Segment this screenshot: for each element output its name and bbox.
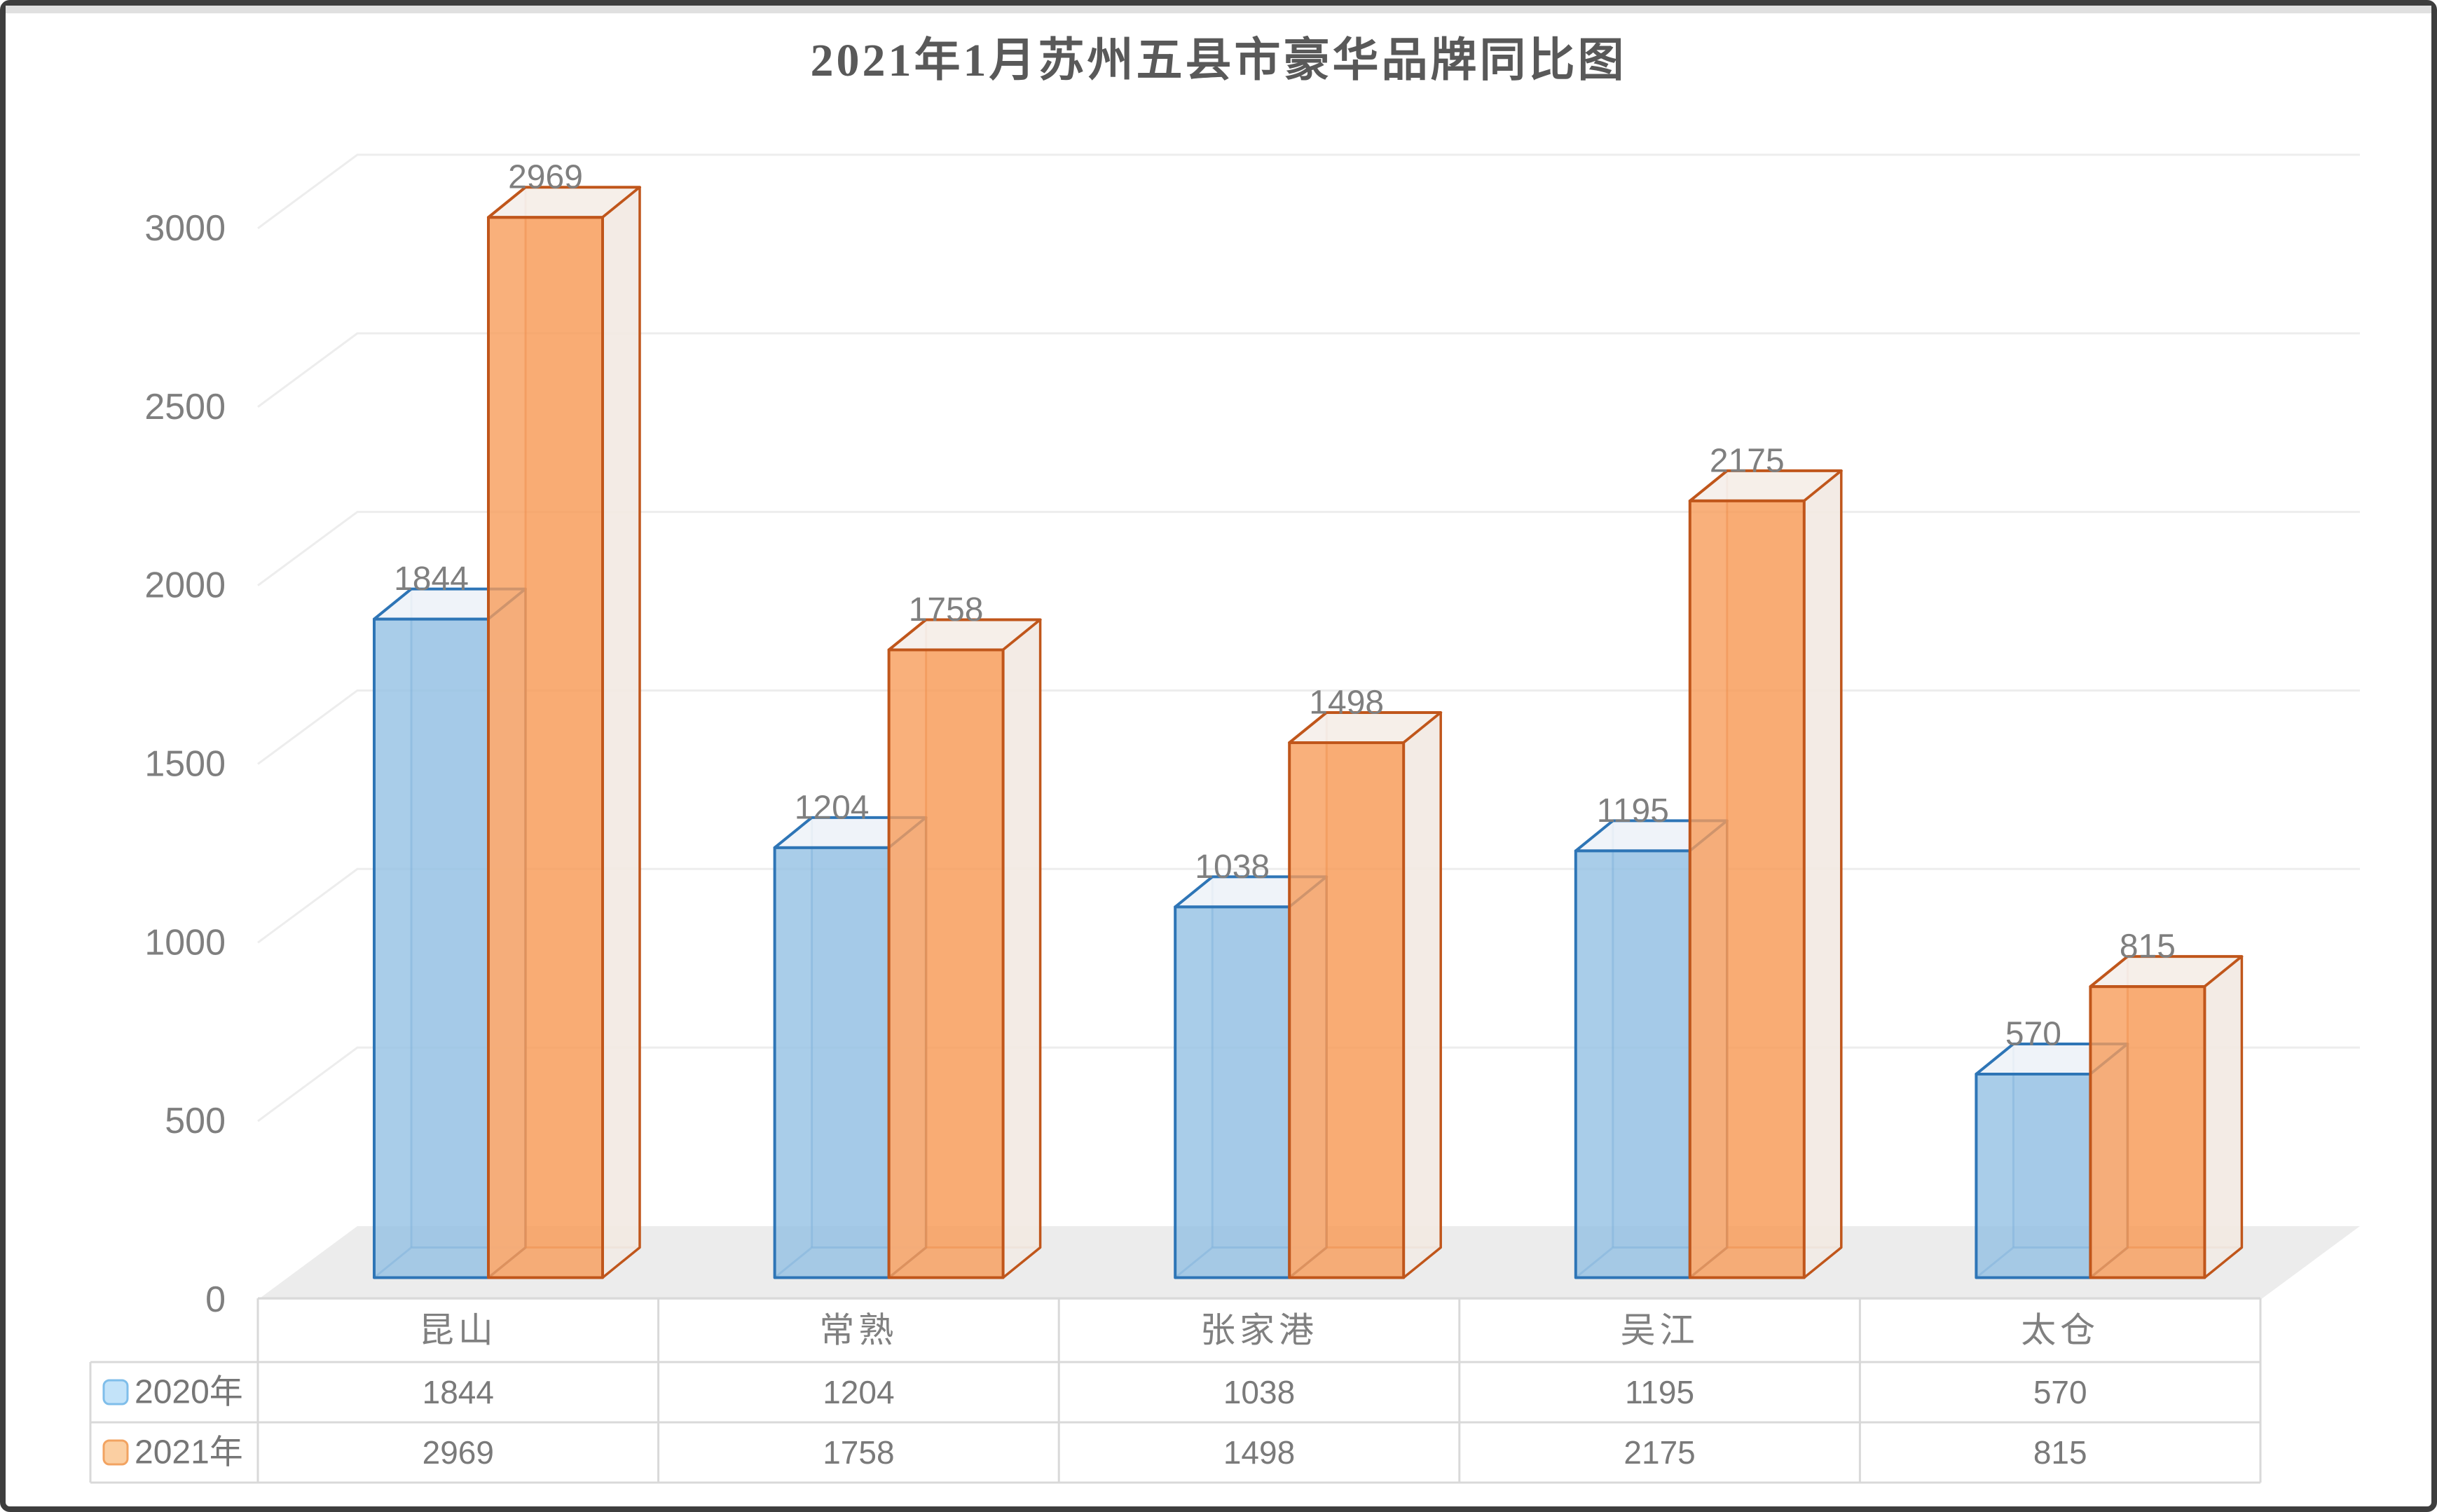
value-labels: 1844 2969 1204 1758 1038 1498 1195 2175 570 815 [394, 159, 2176, 1053]
bar-2021年-吴江[interactable] [1688, 469, 1843, 1279]
table-cell-2020年-常熟: 1204 [823, 1374, 894, 1410]
series-name-2020年: 2020年 [135, 1374, 243, 1411]
table-row-2020年: 2020年 1844 1204 1038 1195 570 [102, 1374, 2087, 1411]
bar-side-face [1001, 618, 1042, 1279]
bar-front-face [487, 216, 604, 1279]
bar-side-face [1803, 469, 1843, 1279]
table-row-2021年: 2021年 2969 1758 1498 2175 815 [102, 1434, 2087, 1471]
value-label-2020年-张家港: 1038 [1195, 848, 1270, 886]
table-cell-2020年-太仓: 570 [2033, 1374, 2087, 1410]
bar-2021年-张家港[interactable] [1288, 710, 1443, 1279]
window-top-edge [6, 6, 2431, 13]
table-cell-2021年-太仓: 815 [2033, 1434, 2087, 1471]
y-axis-tick-labels: 0 500 1000 1500 2000 2500 3000 [144, 208, 226, 1320]
data-table [89, 1297, 2262, 1484]
bar-front-face [1288, 741, 1406, 1279]
bar-front-face [1174, 905, 1291, 1279]
y-tick-500: 500 [165, 1101, 226, 1141]
category-header-row: 昆山 常熟 张家港 吴江 太仓 [419, 1311, 2099, 1350]
table-cell-2021年-常熟: 1758 [823, 1434, 894, 1471]
value-label-2021年-太仓: 815 [2120, 928, 2176, 965]
category-label-太仓: 太仓 [2021, 1311, 2099, 1350]
y-tick-1500: 1500 [144, 743, 226, 784]
y-tick-3000: 3000 [144, 208, 226, 249]
value-label-2021年-吴江: 2175 [1710, 442, 1785, 479]
bar-2021年-太仓[interactable] [2089, 955, 2244, 1279]
gridline-2500 [257, 332, 2360, 408]
category-label-吴江: 吴江 [1621, 1311, 1699, 1350]
table-cell-2020年-昆山: 1844 [423, 1374, 494, 1410]
table-cell-2020年-张家港: 1038 [1223, 1374, 1295, 1410]
y-tick-0: 0 [205, 1279, 226, 1320]
bar-front-face [1975, 1072, 2092, 1279]
y-tick-2000: 2000 [144, 565, 226, 606]
y-tick-1000: 1000 [144, 922, 226, 963]
value-label-2020年-吴江: 1195 [1597, 792, 1669, 830]
value-label-2021年-昆山: 2969 [508, 159, 583, 196]
bar-front-face [1688, 499, 1806, 1279]
category-label-昆山: 昆山 [419, 1311, 497, 1350]
value-label-2020年-昆山: 1844 [394, 561, 469, 598]
legend-swatch-2021年[interactable] [102, 1439, 129, 1466]
bar-front-face [2089, 985, 2206, 1279]
bar-2021年-常熟[interactable] [887, 618, 1042, 1279]
table-cell-2021年-吴江: 2175 [1623, 1434, 1695, 1471]
bar-side-face [1402, 711, 1442, 1279]
category-label-常熟: 常熟 [819, 1311, 898, 1350]
bar-front-face [373, 617, 490, 1279]
bar-front-face [1574, 849, 1691, 1279]
bar-side-face [2203, 955, 2244, 1279]
series-name-2021年: 2021年 [135, 1434, 243, 1471]
bar-side-face [601, 186, 641, 1279]
value-label-2020年-太仓: 570 [2005, 1015, 2061, 1052]
bar-front-face [887, 648, 1005, 1279]
bar-front-face [773, 846, 891, 1279]
chart-title: 2021年1月苏州五县市豪华品牌同比图 [810, 35, 1627, 86]
value-label-2021年-常熟: 1758 [909, 591, 984, 628]
y-tick-2500: 2500 [144, 387, 226, 427]
table-cell-2020年-吴江: 1195 [1625, 1374, 1694, 1410]
legend-swatch-2020年[interactable] [102, 1379, 129, 1406]
gridline-3000 [257, 153, 2360, 230]
table-cell-2021年-张家港: 1498 [1223, 1434, 1295, 1471]
bars [373, 186, 2244, 1279]
table-cell-2021年-昆山: 2969 [423, 1434, 494, 1471]
value-label-2021年-张家港: 1498 [1309, 684, 1384, 721]
value-label-2020年-常熟: 1204 [795, 789, 870, 826]
bar-2021年-昆山[interactable] [487, 186, 641, 1279]
category-label-张家港: 张家港 [1200, 1311, 1318, 1350]
